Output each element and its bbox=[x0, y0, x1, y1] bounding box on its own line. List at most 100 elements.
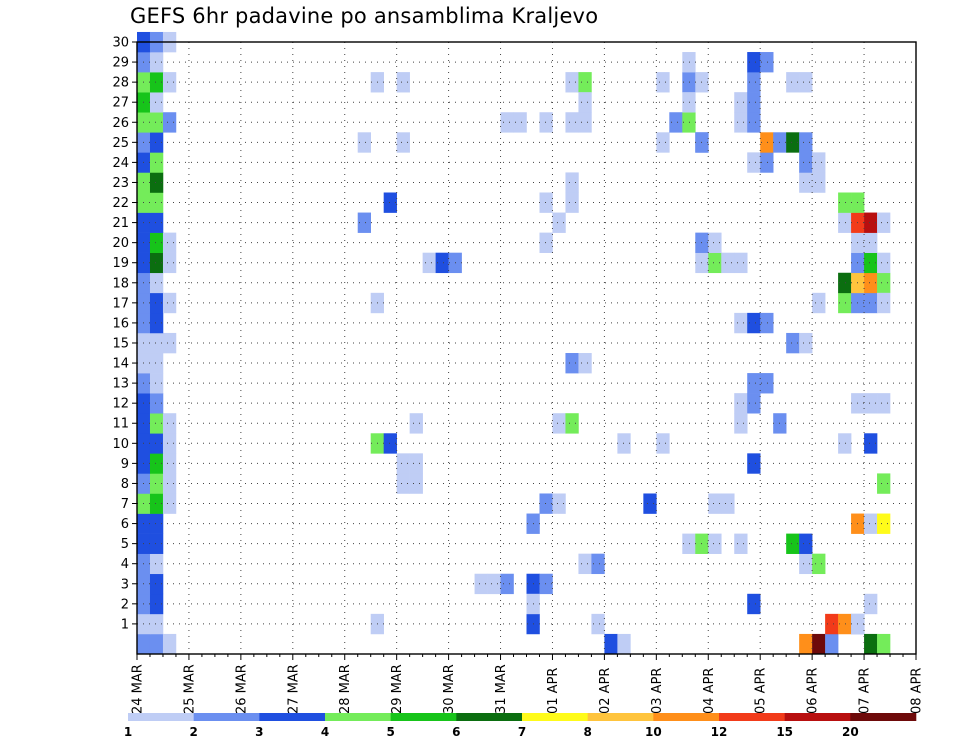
heatmap-cell bbox=[760, 312, 774, 334]
heatmap-cell bbox=[864, 292, 878, 314]
y-tick-label: 1 bbox=[121, 617, 129, 632]
heatmap-cell bbox=[864, 433, 878, 454]
heatmap-cell bbox=[162, 112, 177, 133]
legend-swatch bbox=[850, 713, 917, 721]
heatmap-cell bbox=[149, 212, 164, 233]
heatmap-cell bbox=[149, 453, 164, 474]
heatmap-cell bbox=[838, 433, 852, 454]
y-tick-label: 24 bbox=[112, 156, 129, 171]
heatmap-cell bbox=[578, 353, 592, 374]
heatmap-cell bbox=[149, 613, 164, 635]
heatmap-cell bbox=[877, 393, 891, 414]
y-tick-label: 30 bbox=[112, 36, 129, 51]
y-tick-label: 5 bbox=[121, 537, 129, 552]
heatmap-cell bbox=[812, 172, 826, 193]
legend-swatch bbox=[390, 713, 457, 721]
heatmap-cell bbox=[734, 393, 748, 414]
heatmap-cell bbox=[578, 112, 592, 133]
heatmap-cell bbox=[864, 513, 878, 534]
legend-swatch bbox=[456, 713, 523, 721]
heatmap-cell bbox=[877, 212, 891, 233]
heatmap-cell bbox=[500, 573, 514, 595]
y-tick-label: 23 bbox=[112, 176, 129, 191]
x-tick-label: 24 MAR bbox=[131, 664, 146, 714]
legend-swatch bbox=[128, 713, 194, 721]
heatmap-cell bbox=[708, 493, 722, 514]
heatmap-cell bbox=[734, 413, 748, 434]
heatmap-cell bbox=[682, 112, 696, 133]
heatmap-cell bbox=[838, 292, 852, 314]
heatmap-cell bbox=[708, 252, 722, 274]
y-tick-label: 20 bbox=[112, 236, 129, 251]
heatmap-cell bbox=[760, 373, 774, 394]
heatmap-cell bbox=[825, 633, 839, 655]
heatmap-cell bbox=[149, 72, 164, 93]
heatmap-cell bbox=[383, 433, 397, 454]
legend-label: 15 bbox=[776, 725, 793, 739]
x-tick-label: 05 APR bbox=[754, 668, 769, 714]
heatmap-cell bbox=[877, 252, 891, 274]
heatmap-cell bbox=[643, 493, 657, 514]
legend-swatch bbox=[522, 713, 588, 721]
legend-swatch bbox=[325, 713, 391, 721]
heatmap-cell bbox=[162, 72, 177, 93]
heatmap-cell bbox=[149, 493, 164, 514]
heatmap-cell bbox=[539, 493, 553, 514]
y-tick-label: 7 bbox=[121, 497, 129, 512]
heatmap-cell bbox=[877, 513, 891, 534]
heatmap-cell bbox=[487, 573, 501, 595]
heatmap-cell bbox=[149, 92, 164, 113]
heatmap-cell bbox=[162, 473, 177, 494]
heatmap-cell bbox=[799, 72, 813, 93]
heatmap-cell bbox=[149, 553, 164, 575]
heatmap-cell bbox=[357, 212, 371, 233]
heatmap-cell bbox=[760, 52, 774, 73]
heatmap-cell bbox=[747, 92, 761, 113]
heatmap-cell bbox=[747, 72, 761, 93]
legend-swatch bbox=[259, 713, 326, 721]
heatmap-cell bbox=[162, 493, 177, 514]
y-tick-label: 29 bbox=[112, 56, 129, 71]
heatmap-cell bbox=[799, 132, 813, 153]
heatmap-cell bbox=[149, 172, 164, 193]
heatmap-cell bbox=[864, 272, 878, 294]
heatmap-cell bbox=[162, 433, 177, 454]
heatmap-cell bbox=[565, 353, 579, 374]
heatmap-cell bbox=[513, 112, 527, 133]
heatmap-cell bbox=[552, 413, 566, 434]
heatmap-cell bbox=[864, 633, 878, 655]
heatmap-cell bbox=[383, 192, 397, 213]
x-tick-label: 03 APR bbox=[650, 668, 665, 714]
x-tick-label: 06 APR bbox=[806, 668, 821, 714]
y-tick-label: 10 bbox=[112, 437, 129, 452]
heatmap-cell bbox=[435, 252, 449, 274]
heatmap-cell bbox=[149, 413, 164, 434]
x-tick-label: 25 MAR bbox=[182, 664, 197, 714]
heatmap-cell bbox=[149, 152, 164, 173]
heatmap-cell bbox=[747, 393, 761, 414]
heatmap-cell bbox=[734, 92, 748, 113]
heatmap-cell bbox=[656, 433, 670, 454]
x-tick-label: 30 MAR bbox=[442, 664, 457, 714]
heatmap-cell bbox=[565, 413, 579, 434]
heatmap-cell bbox=[734, 312, 748, 334]
heatmap-cell bbox=[149, 272, 164, 294]
x-tick-label: 01 APR bbox=[546, 668, 561, 714]
x-tick-label: 27 MAR bbox=[286, 664, 301, 714]
heatmap-cell bbox=[799, 553, 813, 575]
heatmap-cell bbox=[552, 493, 566, 514]
heatmap-cell bbox=[149, 292, 164, 314]
heatmap-cell bbox=[786, 72, 800, 93]
x-tick-label: 02 APR bbox=[598, 668, 613, 714]
heatmap-cell bbox=[786, 332, 800, 354]
heatmap-cell bbox=[864, 212, 878, 233]
heatmap-cell bbox=[734, 252, 748, 274]
heatmap-cell bbox=[149, 132, 164, 153]
heatmap-cell bbox=[149, 533, 164, 554]
legend-label: 3 bbox=[255, 725, 263, 739]
heatmap-cell bbox=[799, 533, 813, 554]
heatmap-cell bbox=[812, 152, 826, 173]
x-tick-label: 07 APR bbox=[858, 668, 873, 714]
heatmap-cell bbox=[760, 152, 774, 173]
x-tick-label: 04 APR bbox=[702, 668, 717, 714]
